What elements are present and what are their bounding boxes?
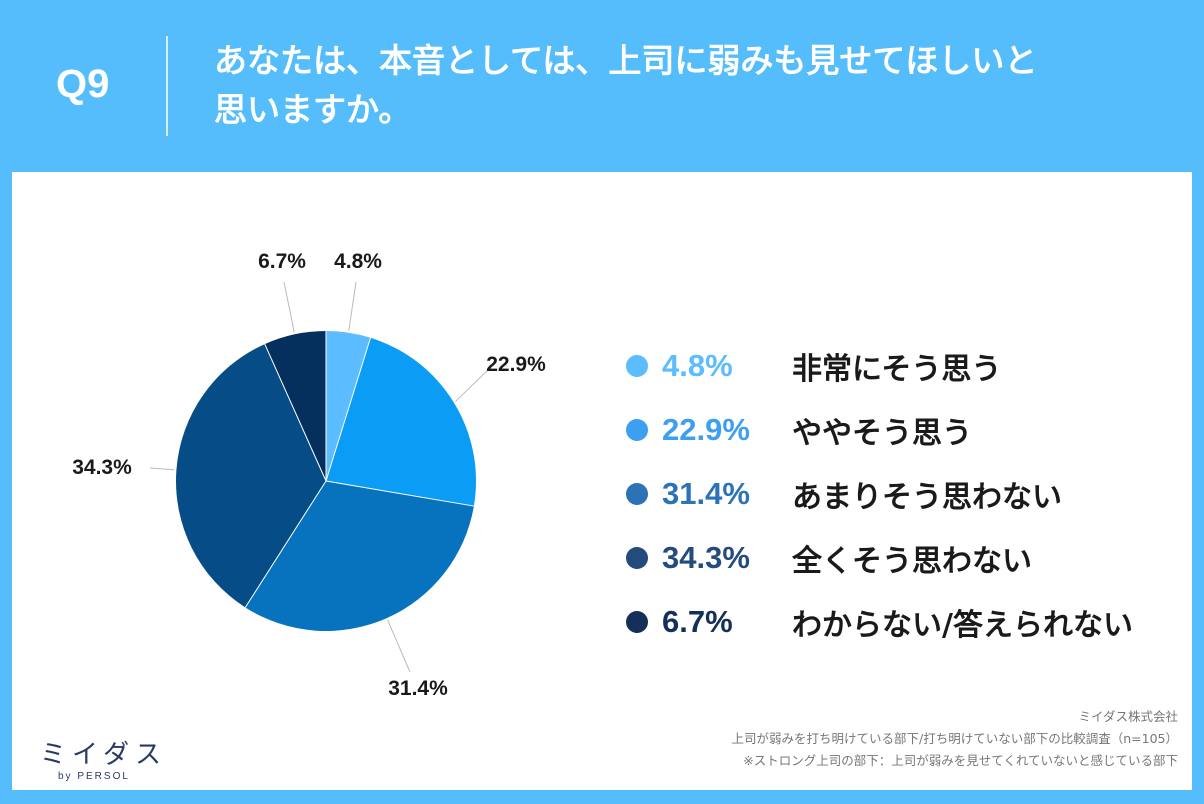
- pie-slice: [176, 344, 326, 608]
- leader-line: [283, 281, 295, 333]
- legend-dot: [626, 355, 648, 377]
- question-number: Q9: [56, 62, 110, 106]
- leader-line: [348, 281, 357, 331]
- legend-dot: [626, 547, 648, 569]
- legend-dot: [626, 483, 648, 505]
- question-title: あなたは、本音としては、上司に弱みも見せてほしいと 思いますか。: [214, 36, 1114, 134]
- footer-notes: ミイダス株式会社 上司が弱みを打ち明けている部下/打ち明けていない部下の比較調査…: [732, 706, 1178, 772]
- legend-item: 22.9% ややそう思う: [626, 398, 1186, 462]
- brand-sub: by PERSOL: [58, 771, 130, 782]
- legend-value: 6.7%: [662, 604, 733, 639]
- legend-item: 6.7% わからない/答えられない: [626, 590, 1186, 654]
- legend-label: ややそう思う: [792, 416, 972, 451]
- legend-label: 全くそう思わない: [792, 544, 1032, 579]
- legend-value: 4.8%: [662, 348, 733, 383]
- legend-label: あまりそう思わない: [792, 480, 1062, 515]
- legend-label: 非常にそう思う: [792, 352, 1002, 387]
- brand-logo: ミイダス by PERSOL: [40, 734, 167, 782]
- leader-line: [149, 467, 175, 471]
- legend: 4.8% 非常にそう思う 22.9% ややそう思う 31.4% あまりそう思わな…: [626, 334, 1186, 654]
- slice-separator: [325, 337, 371, 482]
- slice-separator: [264, 343, 327, 482]
- legend-value: 31.4%: [662, 476, 750, 511]
- footer-note: ※ストロング上司の部下：上司が弱みを見せてくれていないと感じている部下: [743, 753, 1178, 768]
- slice-separator: [325, 480, 474, 507]
- leader-line: [387, 619, 411, 673]
- legend-dot: [626, 611, 648, 633]
- header-divider: [166, 36, 168, 136]
- footer-company: ミイダス株式会社: [1078, 709, 1178, 724]
- legend-value: 22.9%: [662, 412, 750, 447]
- slice-label: 22.9%: [486, 353, 546, 376]
- pie-slice: [264, 331, 326, 481]
- legend-item: 31.4% あまりそう思わない: [626, 462, 1186, 526]
- legend-item: 4.8% 非常にそう思う: [626, 334, 1186, 398]
- pie-slice: [326, 337, 476, 507]
- slice-label: 31.4%: [388, 677, 448, 700]
- slice-label: 34.3%: [72, 456, 132, 479]
- slice-label: 4.8%: [334, 250, 382, 273]
- question-title-line2: 思いますか。: [214, 90, 412, 129]
- leader-line: [455, 367, 491, 402]
- legend-item: 34.3% 全くそう思わない: [626, 526, 1186, 590]
- question-title-line1: あなたは、本音としては、上司に弱みも見せてほしいと: [214, 41, 1038, 80]
- footer-survey: 上司が弱みを打ち明けている部下/打ち明けていない部下の比較調査（n=105）: [731, 731, 1178, 746]
- brand-name: ミイダス: [40, 740, 167, 770]
- slice-label: 6.7%: [258, 250, 306, 273]
- header-banner: Q9 あなたは、本音としては、上司に弱みも見せてほしいと 思いますか。: [0, 0, 1204, 172]
- slice-separator: [244, 480, 327, 608]
- legend-dot: [626, 419, 648, 441]
- legend-label: わからない/答えられない: [792, 608, 1133, 643]
- pie-slice: [326, 331, 371, 481]
- legend-value: 34.3%: [662, 540, 750, 575]
